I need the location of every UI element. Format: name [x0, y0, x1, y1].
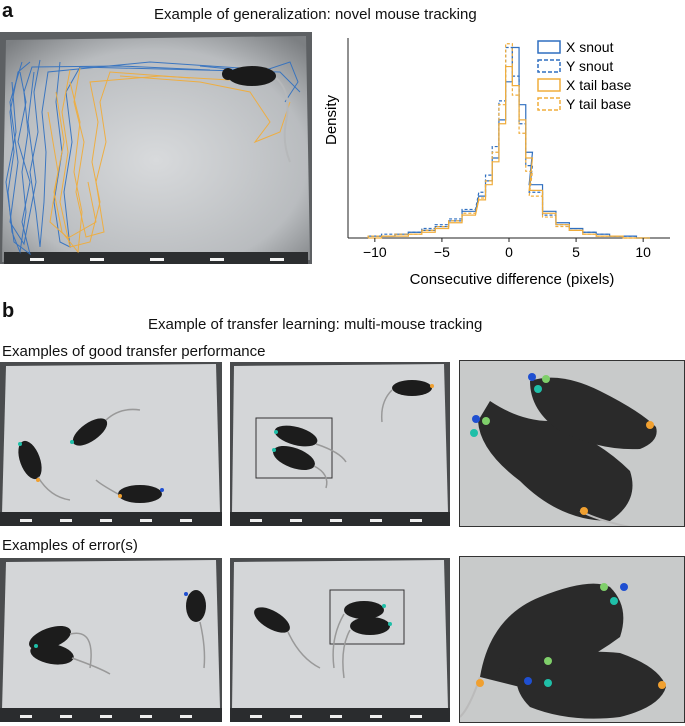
legend-swatch	[537, 97, 561, 111]
series-y-tail-base	[367, 43, 650, 239]
x-tick-label: −5	[434, 244, 450, 260]
legend-swatch	[537, 40, 561, 54]
row2-label: Examples of error(s)	[2, 537, 138, 554]
multi-mouse-image-4	[230, 558, 450, 722]
x-tick-label: 0	[505, 244, 513, 260]
zoom-image-good	[459, 360, 685, 527]
x-axis-label: Consecutive difference (pixels)	[410, 271, 615, 288]
chart-series-group	[367, 43, 650, 239]
histogram-chart: −10 −5 0 5 10 Density Consecutive difference…	[323, 38, 670, 288]
zoom-image-error	[459, 556, 685, 723]
panel-b-title: Example of transfer learning: multi-mous…	[148, 316, 483, 333]
arena-tracking-image	[0, 32, 312, 264]
panel-a-title: Example of generalization: novel mouse t…	[154, 6, 477, 23]
chart-axes	[347, 38, 670, 239]
row1-label: Examples of good transfer performance	[2, 343, 266, 360]
legend-label: X snout	[566, 39, 614, 55]
legend-label: Y tail base	[566, 96, 631, 112]
y-axis-label: Density	[323, 94, 340, 145]
chart-legend: X snout Y snout X tail base Y tail base	[537, 39, 632, 112]
multi-mouse-image-2	[230, 362, 450, 526]
multi-mouse-image-3	[0, 558, 222, 722]
multi-mouse-image-1	[0, 362, 222, 526]
x-tick-label: 5	[572, 244, 580, 260]
panel-letter-a: a	[2, 0, 14, 22]
legend-label: X tail base	[566, 77, 632, 93]
x-tick-label: −10	[363, 244, 387, 260]
chart-x-ticks: −10 −5 0 5 10	[363, 238, 651, 260]
panel-letter-b: b	[2, 300, 15, 322]
x-tick-label: 10	[635, 244, 651, 260]
legend-swatch	[537, 59, 561, 73]
legend-swatch	[537, 78, 561, 92]
legend-label: Y snout	[566, 58, 613, 74]
